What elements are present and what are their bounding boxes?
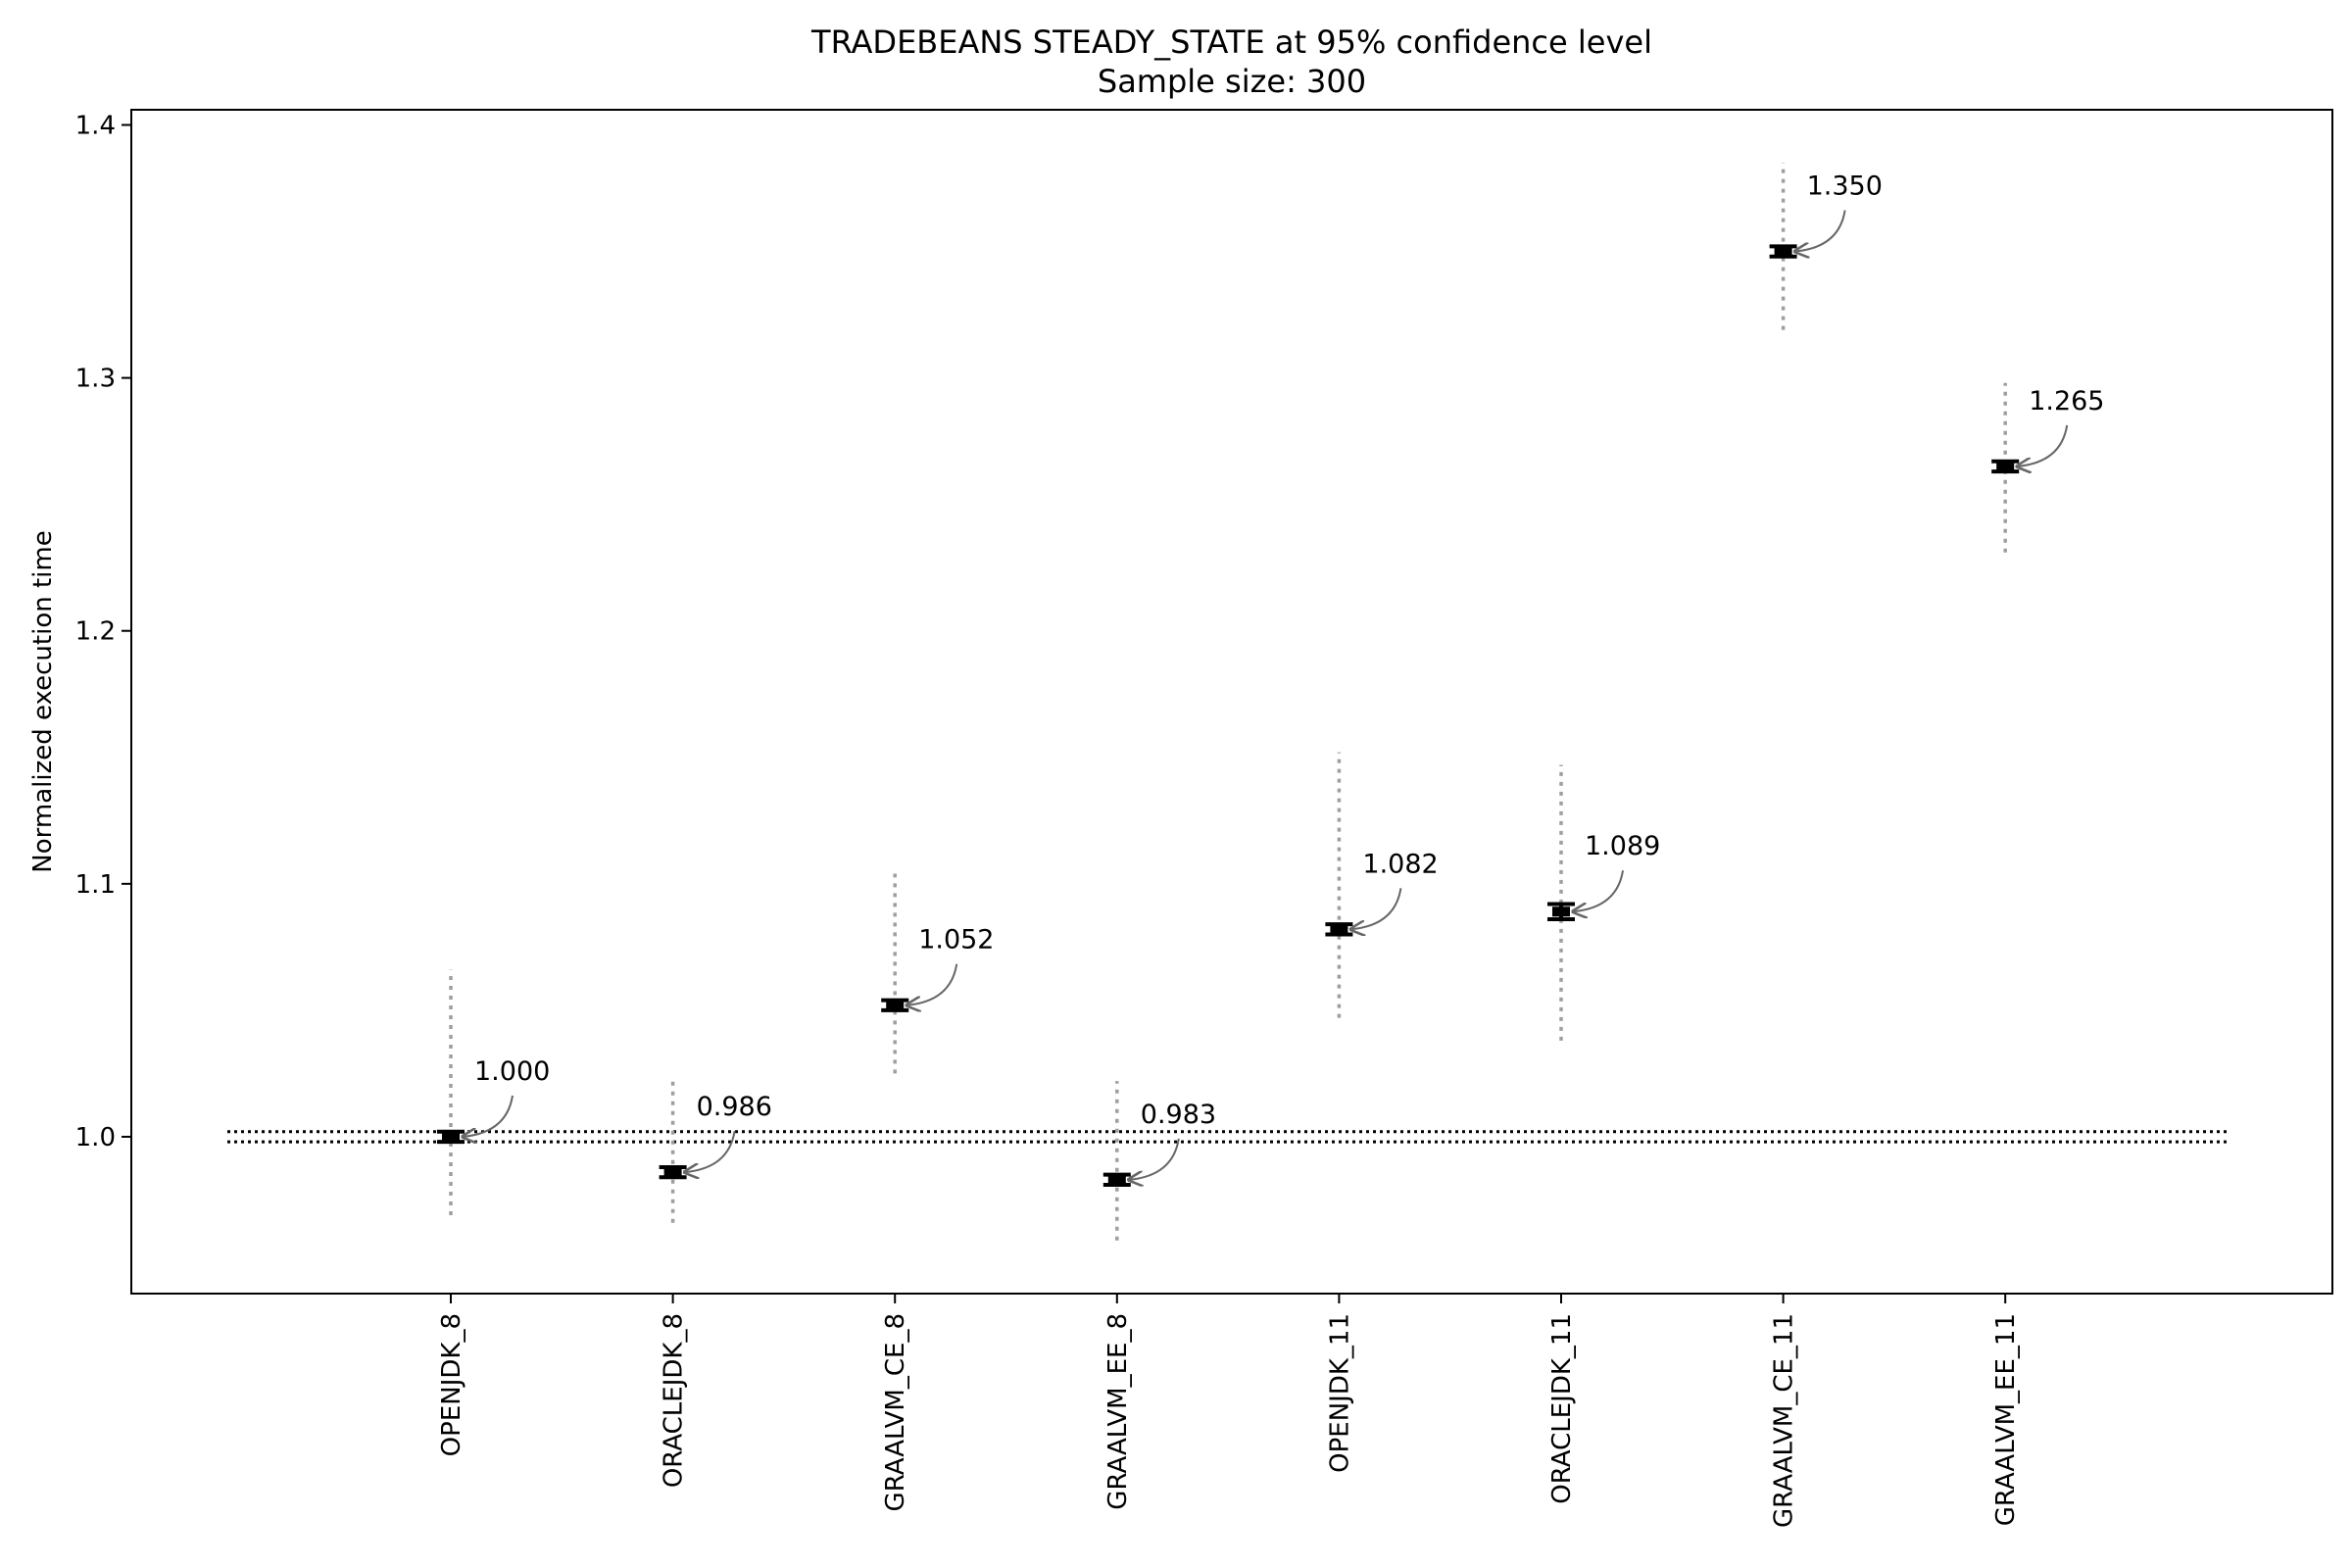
data-point — [1107, 1174, 1126, 1185]
data-point-group: 0.983 — [1102, 1081, 1216, 1241]
plot-area: 1.0 1.1 1.2 1.3 1.4 OPENJDK_8 ORACLEJDK_8 GRAAL… — [75, 111, 2227, 1528]
x-tick-label: GRAALVM_EE_11 — [1991, 1313, 2021, 1526]
data-point-group: 1.350 — [1769, 163, 1883, 330]
data-point-group: 1.265 — [1991, 382, 2104, 553]
x-tick-label: GRAALVM_EE_8 — [1103, 1313, 1133, 1510]
data-label: 1.082 — [1362, 849, 1438, 879]
chart-title: TRADEBEANS STEADY_STATE at 95% confidenc… — [810, 24, 1652, 61]
chart-subtitle: Sample size: 300 — [1098, 63, 1366, 100]
x-tick-label: GRAALVM_CE_8 — [881, 1313, 910, 1511]
data-label: 1.089 — [1585, 831, 1660, 861]
data-label: 1.000 — [474, 1056, 550, 1087]
data-point — [1996, 461, 2015, 471]
data-point — [1774, 246, 1792, 257]
x-tick-label: OPENJDK_8 — [437, 1313, 466, 1456]
annotation-arrow — [463, 1095, 514, 1137]
y-tick-label: 1.2 — [75, 617, 116, 647]
y-tick-label: 1.3 — [75, 365, 116, 394]
data-point-group: 1.000 — [437, 969, 550, 1215]
data-label: 1.052 — [918, 925, 994, 956]
annotation-arrow — [1350, 888, 1402, 929]
y-axis-label: Normalized execution time — [28, 530, 58, 872]
data-label: 0.983 — [1141, 1100, 1216, 1130]
annotation-arrow — [906, 963, 958, 1005]
y-tick-label: 1.0 — [75, 1123, 116, 1152]
data-point — [663, 1167, 682, 1178]
x-tick-label: ORACLEJDK_8 — [660, 1313, 689, 1488]
data-point — [1552, 906, 1570, 917]
data-point-group: 1.089 — [1547, 764, 1660, 1041]
data-point-group: 1.082 — [1325, 752, 1439, 1018]
data-point — [442, 1131, 460, 1142]
data-label: 1.265 — [2029, 386, 2104, 416]
y-tick-label: 1.4 — [75, 111, 116, 140]
data-label: 1.350 — [1807, 172, 1883, 202]
plot-frame — [130, 109, 2333, 1295]
annotation-arrow — [1795, 210, 1846, 252]
annotation-arrow — [1573, 870, 1624, 911]
data-point — [886, 1000, 905, 1010]
annotation-arrow — [2017, 424, 2069, 466]
y-tick-label: 1.1 — [75, 870, 116, 900]
data-label: 0.986 — [697, 1092, 772, 1122]
x-tick-label: OPENJDK_11 — [1325, 1313, 1354, 1473]
x-tick-label: GRAALVM_CE_11 — [1770, 1313, 1799, 1528]
annotation-arrow — [685, 1130, 736, 1172]
annotation-arrow — [1129, 1138, 1180, 1180]
data-point-group: 1.052 — [881, 873, 994, 1074]
x-tick-label: ORACLEJDK_11 — [1547, 1313, 1577, 1504]
data-point — [1330, 924, 1348, 935]
data-point-group: 0.986 — [659, 1076, 772, 1223]
